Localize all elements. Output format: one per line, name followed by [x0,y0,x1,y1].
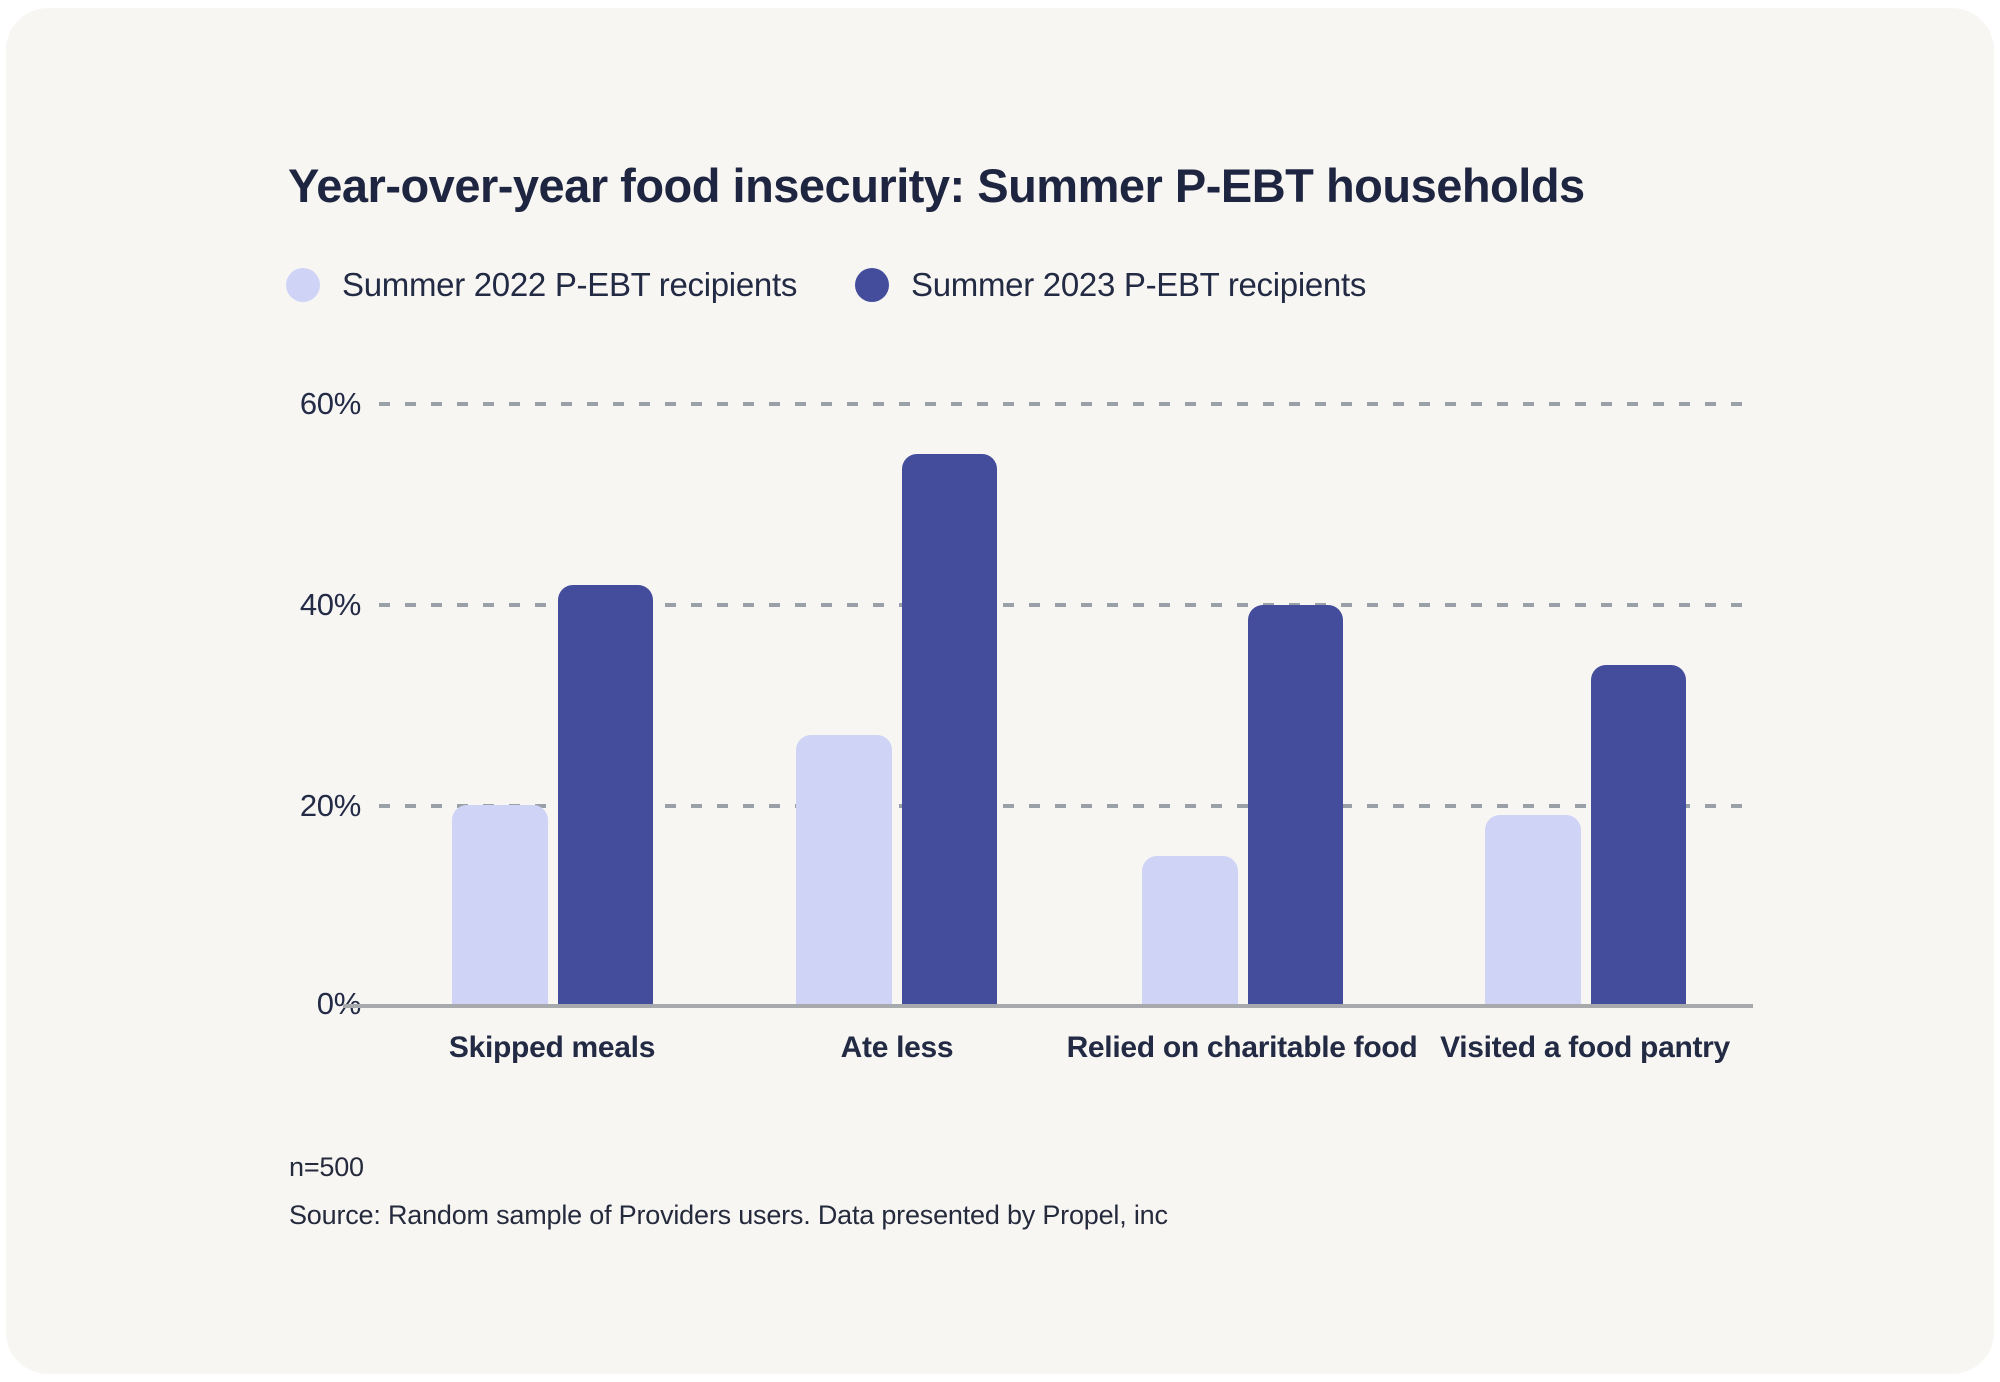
bar-2023-relied-on-charitable-food [1248,604,1343,1006]
chart-title: Year-over-year food insecurity: Summer P… [288,159,1585,212]
x-axis-label-relied-on-charitable-food: Relied on charitable food [1066,1031,1418,1064]
chart-card: Year-over-year food insecurity: Summer P… [6,8,1994,1374]
bar-2023-ate-less [902,454,997,1006]
bar-2022-relied-on-charitable-food [1142,855,1238,1006]
legend-label-2022: Summer 2022 P-EBT recipients [342,266,798,303]
x-axis-label-skipped-meals: Skipped meals [448,1031,656,1064]
x-axis-line [343,1004,1753,1008]
bar-group-relied-on-charitable-food [1142,404,1343,1006]
x-axis-label-visited-a-food-pantry: Visited a food pantry [1440,1031,1730,1064]
bar-group-ate-less [796,404,997,1006]
bar-2023-skipped-meals [558,584,653,1006]
bar-group-visited-a-food-pantry [1485,404,1686,1006]
bar-2022-visited-a-food-pantry [1485,815,1581,1006]
bar-2022-skipped-meals [452,805,548,1006]
legend: Summer 2022 P-EBT recipients Summer 2023… [286,263,1366,307]
legend-swatch-2023-icon [855,268,890,302]
plot-area [343,402,1753,1008]
legend-swatch-2022-icon [286,268,320,302]
footer: n=500 Source: Random sample of Providers… [289,1152,1168,1248]
legend-label-2023: Summer 2023 P-EBT recipients [911,266,1367,303]
sample-size-note: n=500 [289,1152,364,1182]
y-axis-tick-60: 60% [299,386,361,421]
bar-2023-visited-a-food-pantry [1591,664,1686,1006]
gridline-20 [379,804,1753,808]
legend-item-2022: Summer 2022 P-EBT recipients [286,266,797,304]
gridline-60 [379,402,1753,406]
y-axis-tick-20: 20% [299,788,361,823]
bar-2022-ate-less [796,735,892,1006]
bar-group-skipped-meals [452,404,653,1006]
source-note: Source: Random sample of Providers users… [289,1200,1168,1230]
legend-item-2023: Summer 2023 P-EBT recipients [855,266,1366,304]
y-axis-tick-0: 0% [316,986,362,1021]
y-axis-tick-40: 40% [299,587,361,622]
gridline-40 [379,603,1753,607]
x-axis-label-ate-less: Ate less [840,1031,954,1064]
